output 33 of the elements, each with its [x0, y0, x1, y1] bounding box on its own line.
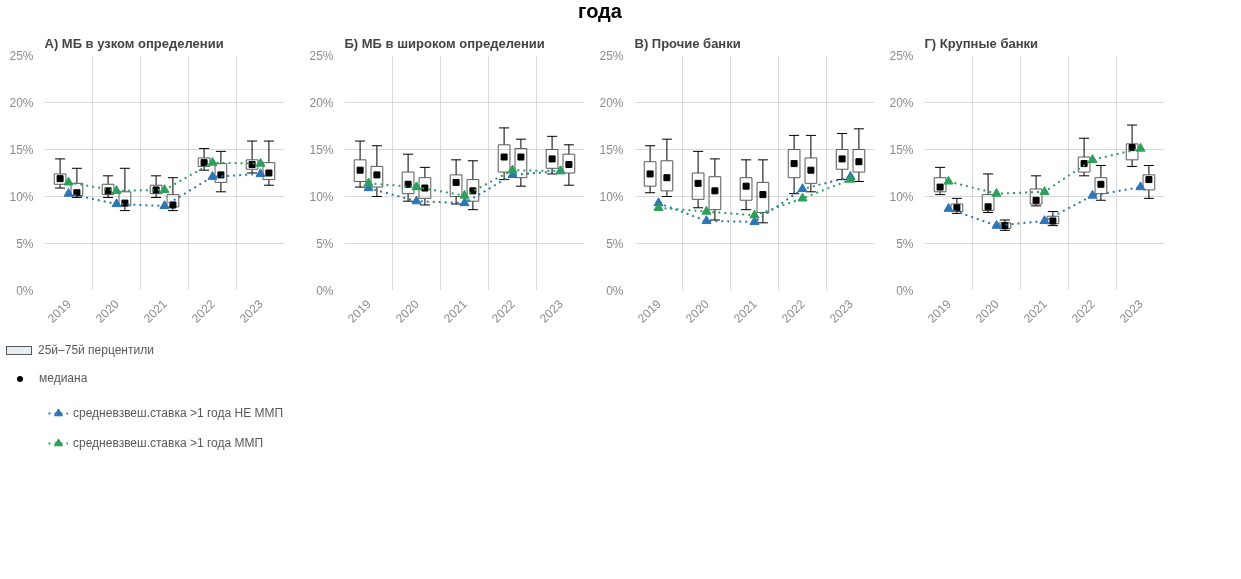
y-tick-label: 0%: [16, 283, 34, 298]
y-tick-label: 15%: [599, 142, 624, 157]
y-tick-label: 20%: [889, 95, 914, 110]
y-tick-label: 25%: [599, 48, 624, 63]
chart-title: Б) МБ в широком определении: [344, 35, 545, 51]
y-tick-label: 5%: [896, 236, 914, 251]
y-tick-label: 25%: [9, 48, 34, 63]
text: медиана: [39, 371, 88, 385]
chart-title: А) МБ в узком определении: [44, 35, 224, 51]
legend-label: средневзвеш.ставка >1 года НЕ ММП: [73, 406, 284, 420]
y-tick-label: 5%: [316, 236, 334, 251]
y-tick-label: 0%: [316, 283, 334, 298]
y-tick-label: 10%: [599, 189, 624, 204]
y-tick-label: 10%: [9, 189, 34, 204]
y-tick-label: 20%: [9, 95, 34, 110]
y-tick-label: 20%: [309, 95, 334, 110]
y-tick-label: 15%: [309, 142, 334, 157]
y-tick-label: 0%: [606, 283, 624, 298]
y-tick-label: 5%: [16, 236, 34, 251]
y-tick-label: 15%: [9, 142, 34, 157]
text: 25й–75й перцентили: [38, 343, 154, 357]
y-tick-label: 10%: [889, 189, 914, 204]
y-tick-label: 0%: [896, 283, 914, 298]
chart-title: Г) Крупные банки: [924, 35, 1039, 51]
y-tick-label: 10%: [309, 189, 334, 204]
y-tick-label: 25%: [309, 48, 334, 63]
y-tick-label: 25%: [889, 48, 914, 63]
text: года: [577, 0, 623, 23]
legend-label: средневзвеш.ставка >1 года ММП: [73, 436, 264, 450]
y-tick-label: 5%: [606, 236, 624, 251]
y-tick-label: 15%: [889, 142, 914, 157]
chart-title: В) Прочие банки: [634, 35, 741, 51]
y-tick-label: 20%: [599, 95, 624, 110]
